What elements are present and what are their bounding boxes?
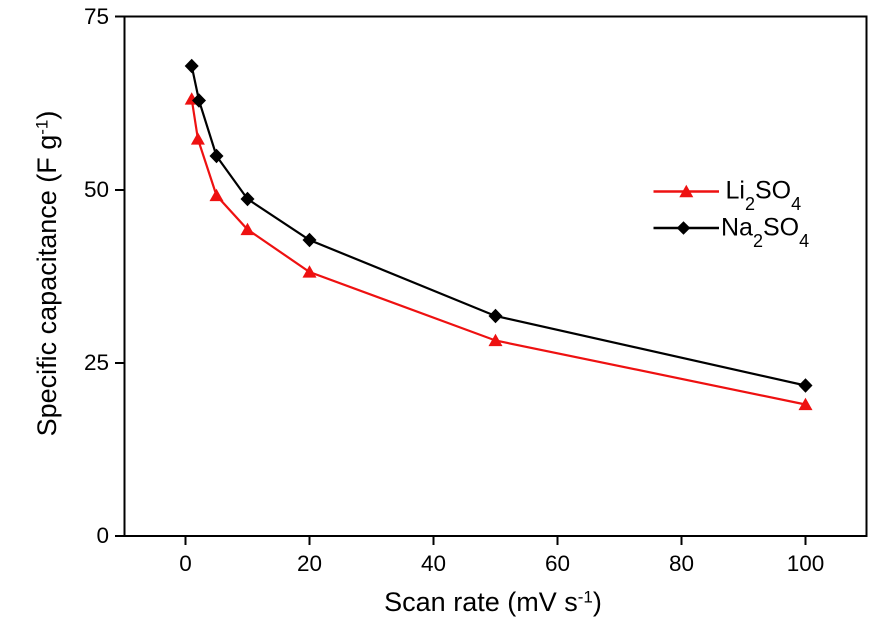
svg-text:Scan rate (mV s-1): Scan rate (mV s-1)	[384, 587, 602, 617]
svg-text:Specific capacitance (F g-1): Specific capacitance (F g-1)	[32, 111, 62, 437]
svg-text:50: 50	[84, 177, 109, 202]
svg-text:40: 40	[421, 551, 446, 576]
svg-text:0: 0	[179, 551, 192, 576]
svg-text:100: 100	[787, 551, 825, 576]
svg-text:80: 80	[669, 551, 694, 576]
svg-text:75: 75	[84, 4, 109, 29]
svg-text:60: 60	[545, 551, 570, 576]
svg-text:20: 20	[297, 551, 322, 576]
svg-text:25: 25	[84, 350, 109, 375]
svg-text:0: 0	[96, 523, 109, 548]
